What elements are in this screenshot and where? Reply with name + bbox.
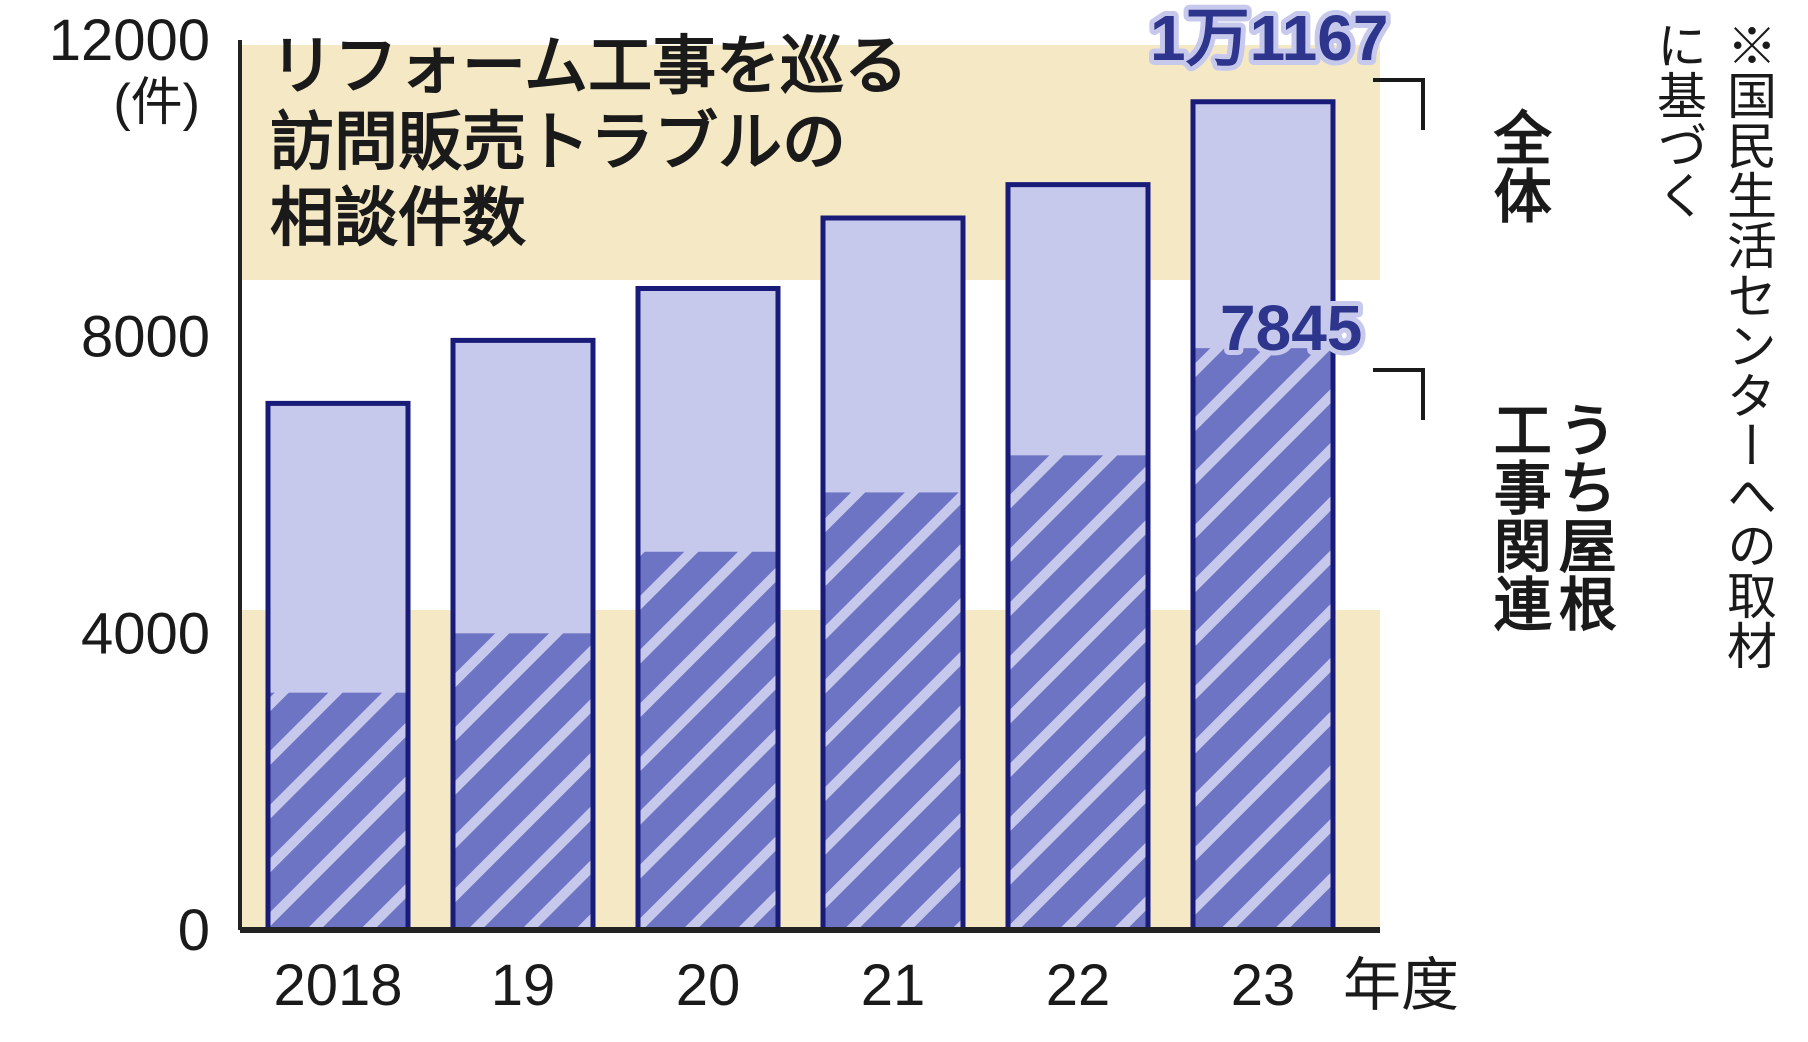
svg-text:23: 23 [1231, 953, 1296, 1018]
svg-text:リフォーム工事を巡る: リフォーム工事を巡る [270, 30, 908, 102]
source-line-1: ※国民生活センターへの取材 [1720, 20, 1775, 670]
svg-text:8000: 8000 [81, 305, 210, 370]
svg-text:2018: 2018 [273, 953, 402, 1018]
chart-container: 0 4000 8000 12000(件) 2018 19 20 21 22 23 年度 リフォーム工事… [0, 0, 1808, 1042]
svg-text:0: 0 [178, 898, 210, 963]
svg-text:21: 21 [861, 953, 926, 1018]
svg-text:訪問販売トラブルの: 訪問販売トラブルの [270, 106, 846, 178]
svg-text:年度: 年度 [1343, 953, 1459, 1018]
svg-text:相談件数: 相談件数 [270, 182, 526, 254]
legend-sub-label-2: 工事関連 [1485, 400, 1549, 632]
svg-text:12000: 12000 [49, 8, 210, 73]
svg-text:7845: 7845 [1220, 292, 1362, 364]
source-line-2: に基づく [1650, 20, 1705, 220]
svg-text:22: 22 [1046, 953, 1111, 1018]
legend-total-label: 全体 [1485, 108, 1549, 224]
legend-sub-label-1: うち屋根 [1550, 400, 1614, 632]
svg-text:20: 20 [676, 953, 741, 1018]
svg-text:(件): (件) [113, 74, 200, 132]
svg-text:19: 19 [491, 953, 556, 1018]
svg-text:1万1167: 1万1167 [1150, 2, 1388, 74]
svg-text:4000: 4000 [81, 601, 210, 666]
